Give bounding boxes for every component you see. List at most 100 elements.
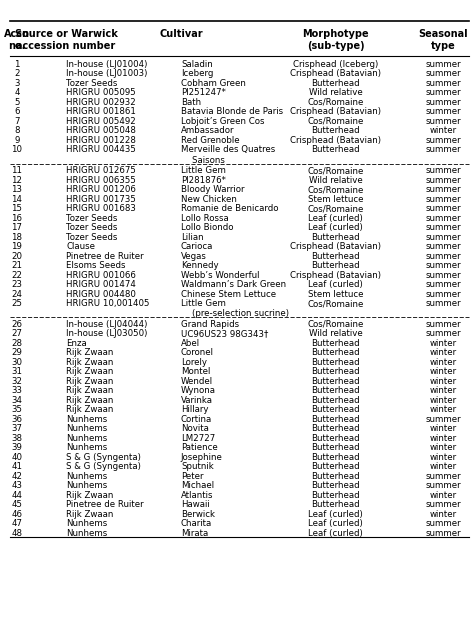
Text: 3: 3: [14, 79, 20, 88]
Text: Lollo Rossa: Lollo Rossa: [181, 213, 228, 223]
Text: Butterhead: Butterhead: [311, 233, 360, 241]
Text: winter: winter: [430, 386, 457, 395]
Text: 12: 12: [11, 175, 22, 185]
Text: 39: 39: [11, 443, 22, 452]
Text: Butterhead: Butterhead: [311, 377, 360, 386]
Text: Cobham Green: Cobham Green: [181, 79, 246, 88]
Text: Butterhead: Butterhead: [311, 500, 360, 509]
Text: Morphotype
(sub-type): Morphotype (sub-type): [302, 29, 369, 51]
Text: 23: 23: [11, 280, 22, 289]
Text: winter: winter: [430, 377, 457, 386]
Text: summer: summer: [426, 166, 461, 175]
Text: HRIGRU 005048: HRIGRU 005048: [66, 126, 136, 135]
Text: Carioca: Carioca: [181, 242, 213, 251]
Text: Butterhead: Butterhead: [311, 443, 360, 452]
Text: summer: summer: [426, 415, 461, 424]
Text: 31: 31: [11, 368, 22, 376]
Text: Coronel: Coronel: [181, 348, 214, 358]
Text: 44: 44: [11, 491, 22, 500]
Text: Chinese Stem Lettuce: Chinese Stem Lettuce: [181, 290, 276, 298]
Text: Batavia Blonde de Paris: Batavia Blonde de Paris: [181, 107, 283, 116]
Text: summer: summer: [426, 472, 461, 481]
Text: 6: 6: [14, 107, 20, 116]
Text: 21: 21: [11, 261, 22, 270]
Text: Butterhead: Butterhead: [311, 79, 360, 88]
Text: 4: 4: [14, 89, 20, 97]
Text: summer: summer: [426, 195, 461, 203]
Text: 24: 24: [11, 290, 22, 298]
Text: 43: 43: [11, 481, 22, 490]
Text: Hawaii: Hawaii: [181, 500, 209, 509]
Text: Nunhems: Nunhems: [66, 415, 107, 424]
Text: Rijk Zwaan: Rijk Zwaan: [66, 510, 113, 519]
Text: winter: winter: [430, 434, 457, 443]
Text: 11: 11: [11, 166, 22, 175]
Text: 37: 37: [11, 424, 22, 433]
Text: 32: 32: [11, 377, 22, 386]
Text: summer: summer: [426, 481, 461, 490]
Text: In-house (LJ01003): In-house (LJ01003): [66, 69, 148, 78]
Text: Lollo Biondo: Lollo Biondo: [181, 223, 233, 232]
Text: 46: 46: [11, 510, 22, 519]
Text: winter: winter: [430, 348, 457, 358]
Text: summer: summer: [426, 500, 461, 509]
Text: 38: 38: [11, 434, 22, 443]
Text: Stem lettuce: Stem lettuce: [308, 290, 363, 298]
Text: Leaf (curled): Leaf (curled): [308, 280, 363, 289]
Text: Nunhems: Nunhems: [66, 519, 107, 529]
Text: winter: winter: [430, 510, 457, 519]
Text: Stem lettuce: Stem lettuce: [308, 195, 363, 203]
Text: 10: 10: [11, 145, 22, 154]
Text: 8: 8: [14, 126, 20, 135]
Text: Pinetree de Ruiter: Pinetree de Ruiter: [66, 251, 144, 261]
Text: 36: 36: [11, 415, 22, 424]
Text: Wendel: Wendel: [181, 377, 213, 386]
Text: HRIGRU 012675: HRIGRU 012675: [66, 166, 136, 175]
Text: New Chicken: New Chicken: [181, 195, 237, 203]
Text: Little Gem
    (pre-selection sucrine): Little Gem (pre-selection sucrine): [181, 299, 289, 318]
Text: Wild relative: Wild relative: [308, 175, 362, 185]
Text: Butterhead: Butterhead: [311, 462, 360, 471]
Text: Crisphead (Batavian): Crisphead (Batavian): [290, 69, 381, 78]
Text: Abel: Abel: [181, 339, 200, 348]
Text: 30: 30: [11, 358, 22, 367]
Text: S & G (Syngenta): S & G (Syngenta): [66, 462, 141, 471]
Text: Nunhems: Nunhems: [66, 481, 107, 490]
Text: Hillary: Hillary: [181, 406, 208, 414]
Text: Berwick: Berwick: [181, 510, 215, 519]
Text: Cos/Romaine: Cos/Romaine: [307, 185, 364, 194]
Text: Lorely: Lorely: [181, 358, 207, 367]
Text: summer: summer: [426, 519, 461, 529]
Text: Romanie de Benicardo: Romanie de Benicardo: [181, 204, 278, 213]
Text: 1: 1: [14, 60, 20, 69]
Text: HRIGRU 001474: HRIGRU 001474: [66, 280, 136, 289]
Text: Cos/Romaine: Cos/Romaine: [307, 299, 364, 308]
Text: summer: summer: [426, 242, 461, 251]
Text: 48: 48: [11, 529, 22, 538]
Text: summer: summer: [426, 89, 461, 97]
Text: Crisphead (Batavian): Crisphead (Batavian): [290, 107, 381, 116]
Text: Rijk Zwaan: Rijk Zwaan: [66, 377, 113, 386]
Text: Novita: Novita: [181, 424, 209, 433]
Text: Seasonal
type: Seasonal type: [418, 29, 468, 51]
Text: Enza: Enza: [66, 339, 87, 348]
Text: Crisphead (Batavian): Crisphead (Batavian): [290, 242, 381, 251]
Text: In-house (LJ01004): In-house (LJ01004): [66, 60, 148, 69]
Text: Cultivar: Cultivar: [159, 29, 203, 39]
Text: S & G (Syngenta): S & G (Syngenta): [66, 453, 141, 462]
Text: summer: summer: [426, 329, 461, 338]
Text: summer: summer: [426, 261, 461, 270]
Text: Grand Rapids: Grand Rapids: [181, 319, 239, 329]
Text: HRIGRU 001066: HRIGRU 001066: [66, 271, 136, 280]
Text: HRIGRU 005492: HRIGRU 005492: [66, 117, 136, 126]
Text: Rijk Zwaan: Rijk Zwaan: [66, 348, 113, 358]
Text: summer: summer: [426, 136, 461, 145]
Text: summer: summer: [426, 233, 461, 241]
Text: 47: 47: [11, 519, 22, 529]
Text: Butterhead: Butterhead: [311, 368, 360, 376]
Text: Waldmann’s Dark Green: Waldmann’s Dark Green: [181, 280, 286, 289]
Text: Butterhead: Butterhead: [311, 339, 360, 348]
Text: summer: summer: [426, 185, 461, 194]
Text: 26: 26: [11, 319, 22, 329]
Text: HRIGRU 006355: HRIGRU 006355: [66, 175, 136, 185]
